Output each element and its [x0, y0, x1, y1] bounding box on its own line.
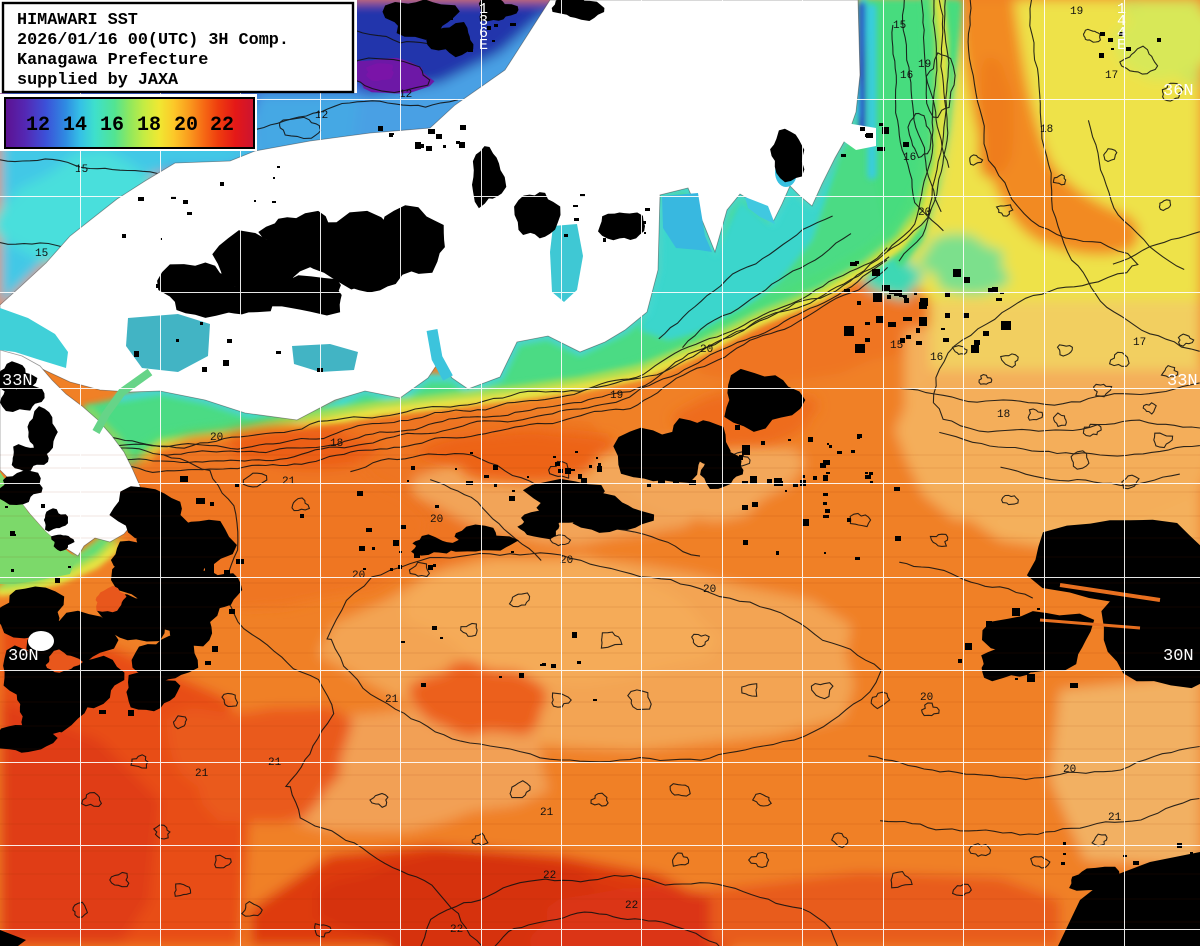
svg-text:21: 21 [1108, 812, 1122, 824]
svg-text:16: 16 [903, 152, 916, 164]
svg-text:HIMAWARI SST: HIMAWARI SST [17, 11, 138, 30]
svg-text:30N: 30N [1163, 647, 1194, 666]
svg-text:E: E [1117, 37, 1126, 54]
svg-text:16: 16 [900, 70, 913, 82]
svg-text:18: 18 [330, 438, 343, 450]
svg-text:12: 12 [399, 89, 412, 101]
svg-text:15: 15 [893, 20, 906, 32]
svg-text:36N: 36N [1163, 82, 1194, 101]
svg-text:20: 20 [700, 344, 713, 356]
svg-text:33N: 33N [2, 372, 33, 391]
svg-text:22: 22 [625, 900, 638, 912]
svg-text:12: 12 [315, 110, 328, 122]
svg-text:18: 18 [1040, 124, 1053, 136]
svg-text:20: 20 [1063, 764, 1076, 776]
svg-text:18: 18 [997, 409, 1010, 421]
svg-text:22: 22 [543, 870, 556, 882]
svg-text:6: 6 [479, 25, 488, 42]
svg-text:4: 4 [1117, 13, 1126, 30]
svg-text:20: 20 [430, 514, 443, 526]
svg-text:17: 17 [1133, 337, 1146, 349]
svg-text:16: 16 [930, 352, 943, 364]
svg-text:19: 19 [610, 390, 623, 402]
svg-text:15: 15 [890, 340, 903, 352]
svg-text:21: 21 [282, 476, 296, 488]
svg-text:20: 20 [920, 692, 933, 704]
svg-text:21: 21 [385, 694, 399, 706]
svg-text:17: 17 [1105, 70, 1118, 82]
svg-text:20: 20 [918, 207, 931, 219]
svg-text:18: 18 [137, 114, 161, 137]
svg-text:2026/01/16 00(UTC) 3H Comp.: 2026/01/16 00(UTC) 3H Comp. [17, 31, 289, 50]
svg-text:20: 20 [703, 584, 716, 596]
svg-text:E: E [479, 37, 488, 54]
svg-text:Kanagawa Prefecture: Kanagawa Prefecture [17, 51, 208, 70]
svg-text:30N: 30N [8, 647, 39, 666]
svg-text:14: 14 [63, 114, 87, 137]
svg-text:20: 20 [352, 570, 365, 582]
svg-text:4: 4 [1117, 25, 1126, 42]
svg-text:22: 22 [210, 114, 234, 137]
svg-text:15: 15 [35, 248, 48, 260]
svg-text:20: 20 [174, 114, 198, 137]
svg-text:1: 1 [1117, 1, 1126, 18]
svg-text:33N: 33N [1167, 372, 1198, 391]
svg-text:15: 15 [75, 164, 88, 176]
svg-text:21: 21 [540, 807, 554, 819]
svg-text:supplied by JAXA: supplied by JAXA [17, 71, 179, 90]
svg-text:3: 3 [479, 13, 488, 30]
svg-text:12: 12 [26, 114, 50, 137]
svg-text:21: 21 [195, 768, 209, 780]
svg-text:1: 1 [479, 1, 488, 18]
svg-text:19: 19 [1070, 6, 1083, 18]
svg-text:16: 16 [100, 114, 124, 137]
svg-text:20: 20 [560, 555, 573, 567]
svg-text:19: 19 [918, 59, 931, 71]
svg-text:20: 20 [210, 432, 223, 444]
